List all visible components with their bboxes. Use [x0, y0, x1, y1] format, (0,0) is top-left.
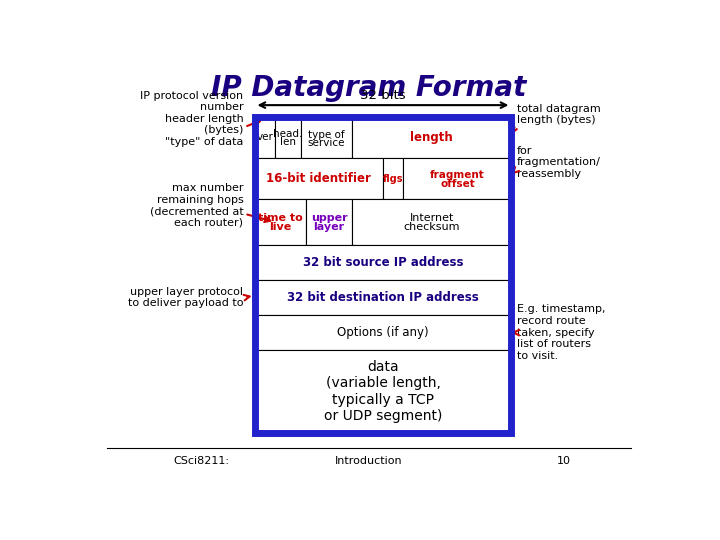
- Text: ver: ver: [256, 132, 274, 143]
- Text: IP protocol version
number
header length
(bytes)
"type" of data: IP protocol version number header length…: [140, 91, 243, 147]
- Text: Options (if any): Options (if any): [337, 326, 429, 339]
- Bar: [383, 158, 403, 199]
- Bar: [275, 117, 301, 158]
- Text: Internet: Internet: [410, 213, 454, 223]
- Text: service: service: [307, 138, 345, 148]
- Text: checksum: checksum: [403, 222, 460, 232]
- Bar: [255, 315, 511, 350]
- Bar: [403, 158, 511, 199]
- Bar: [352, 199, 511, 245]
- Text: for
fragmentation/
reassembly: for fragmentation/ reassembly: [517, 145, 600, 179]
- Text: fragment: fragment: [430, 171, 485, 180]
- Bar: [306, 199, 352, 245]
- Text: type of: type of: [308, 130, 345, 139]
- Bar: [301, 117, 352, 158]
- Text: live: live: [269, 222, 292, 232]
- Bar: [255, 245, 511, 280]
- Text: total datagram
length (bytes): total datagram length (bytes): [517, 104, 600, 125]
- Text: E.g. timestamp,
record route
taken, specify
list of routers
to visit.: E.g. timestamp, record route taken, spec…: [517, 305, 606, 361]
- Text: time to: time to: [258, 213, 302, 223]
- Bar: [255, 199, 306, 245]
- Text: length: length: [410, 131, 453, 144]
- Bar: [255, 117, 511, 433]
- Text: 32 bit source IP address: 32 bit source IP address: [302, 256, 463, 269]
- Text: upper layer protocol
to deliver payload to: upper layer protocol to deliver payload …: [128, 287, 243, 308]
- Text: CSci8211:: CSci8211:: [174, 456, 230, 466]
- Text: offset: offset: [440, 179, 474, 188]
- Text: data
(variable length,
typically a TCP
or UDP segment): data (variable length, typically a TCP o…: [324, 360, 442, 423]
- Bar: [352, 117, 511, 158]
- Bar: [255, 158, 383, 199]
- Text: upper: upper: [311, 213, 347, 223]
- Text: layer: layer: [313, 222, 345, 232]
- Text: 10: 10: [557, 456, 571, 466]
- Text: 32 bit destination IP address: 32 bit destination IP address: [287, 291, 479, 304]
- Text: flgs: flgs: [383, 174, 403, 184]
- Text: max number
remaining hops
(decremented at
each router): max number remaining hops (decremented a…: [150, 183, 243, 228]
- Bar: [255, 350, 511, 433]
- Bar: [255, 280, 511, 315]
- Text: len: len: [280, 137, 296, 147]
- Text: 16-bit identifier: 16-bit identifier: [266, 172, 372, 185]
- Text: Introduction: Introduction: [336, 456, 402, 466]
- Text: IP Datagram Format: IP Datagram Format: [211, 73, 527, 102]
- Bar: [255, 117, 275, 158]
- Text: head.: head.: [274, 129, 302, 139]
- Text: 32 bits: 32 bits: [360, 90, 406, 103]
